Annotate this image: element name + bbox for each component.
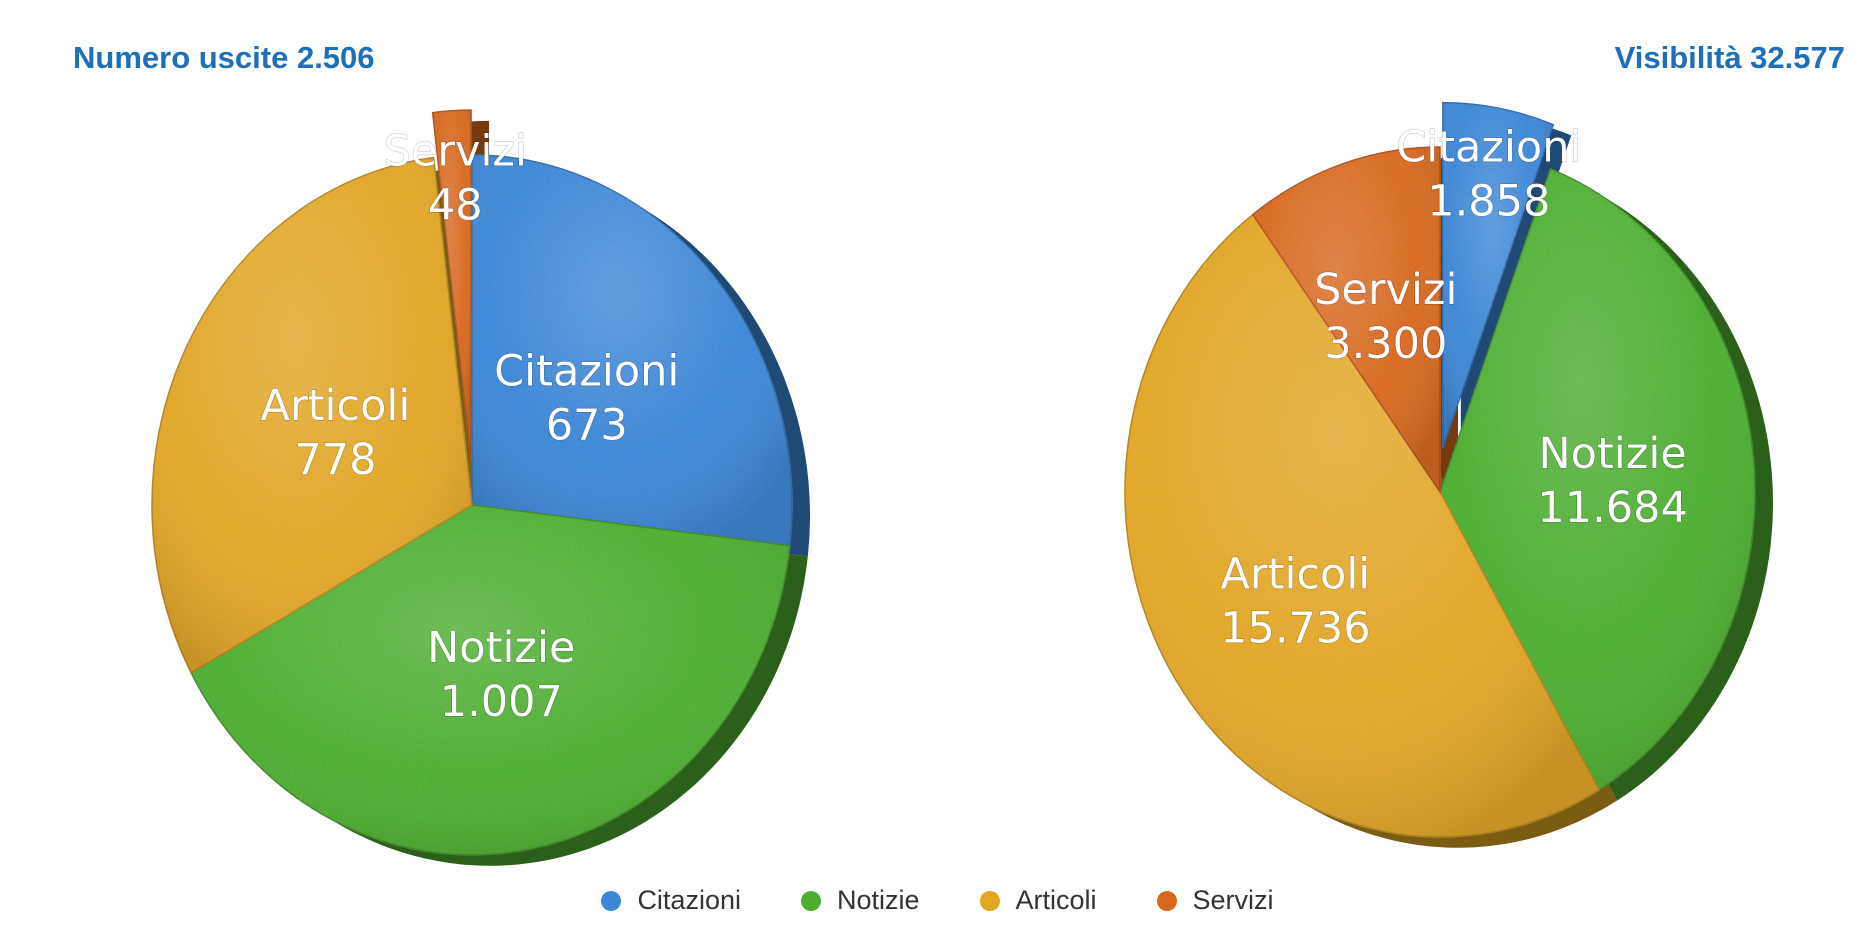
legend-item-citazioni[interactable]: Citazioni bbox=[601, 885, 741, 916]
legend: Citazioni Notizie Articoli Servizi bbox=[0, 885, 1875, 916]
slice-label-notizie: Notizie bbox=[427, 623, 575, 673]
legend-item-articoli[interactable]: Articoli bbox=[979, 885, 1097, 916]
slice-label-servizi: Servizi bbox=[1314, 265, 1457, 315]
slice-value-articoli: 778 bbox=[294, 435, 376, 485]
slice-value-servizi: 48 bbox=[428, 181, 483, 231]
legend-item-notizie[interactable]: Notizie bbox=[800, 885, 920, 916]
legend-item-servizi[interactable]: Servizi bbox=[1156, 885, 1274, 916]
slice-value-notizie: 1.007 bbox=[440, 677, 563, 727]
legend-dot-servizi bbox=[1156, 890, 1177, 911]
chart-title-numero-uscite: Numero uscite 2.506 bbox=[73, 40, 375, 75]
slice-label-citazioni: Citazioni bbox=[1396, 122, 1581, 172]
slice-value-servizi: 3.300 bbox=[1324, 319, 1447, 369]
slice-value-articoli: 15.736 bbox=[1220, 603, 1370, 653]
legend-dot-articoli bbox=[979, 890, 1000, 911]
chart-title-visibilita: Visibilità 32.577 bbox=[1614, 40, 1845, 75]
slice-label-citazioni: Citazioni bbox=[494, 346, 679, 396]
slice-label-articoli: Articoli bbox=[1221, 549, 1371, 599]
slice-value-citazioni: 1.858 bbox=[1427, 176, 1550, 226]
slice-label-notizie: Notizie bbox=[1538, 429, 1686, 479]
legend-label-citazioni: Citazioni bbox=[637, 885, 741, 915]
slice-label-servizi: Servizi bbox=[384, 127, 527, 177]
legend-label-notizie: Notizie bbox=[836, 885, 920, 915]
legend-label-articoli: Articoli bbox=[1015, 885, 1097, 915]
slice-label-articoli: Articoli bbox=[261, 381, 411, 431]
legend-label-servizi: Servizi bbox=[1192, 885, 1274, 915]
slice-value-notizie: 11.684 bbox=[1537, 483, 1687, 533]
legend-dot-citazioni bbox=[601, 890, 622, 911]
legend-dot-notizie bbox=[800, 890, 821, 911]
slice-value-citazioni: 673 bbox=[546, 400, 628, 450]
